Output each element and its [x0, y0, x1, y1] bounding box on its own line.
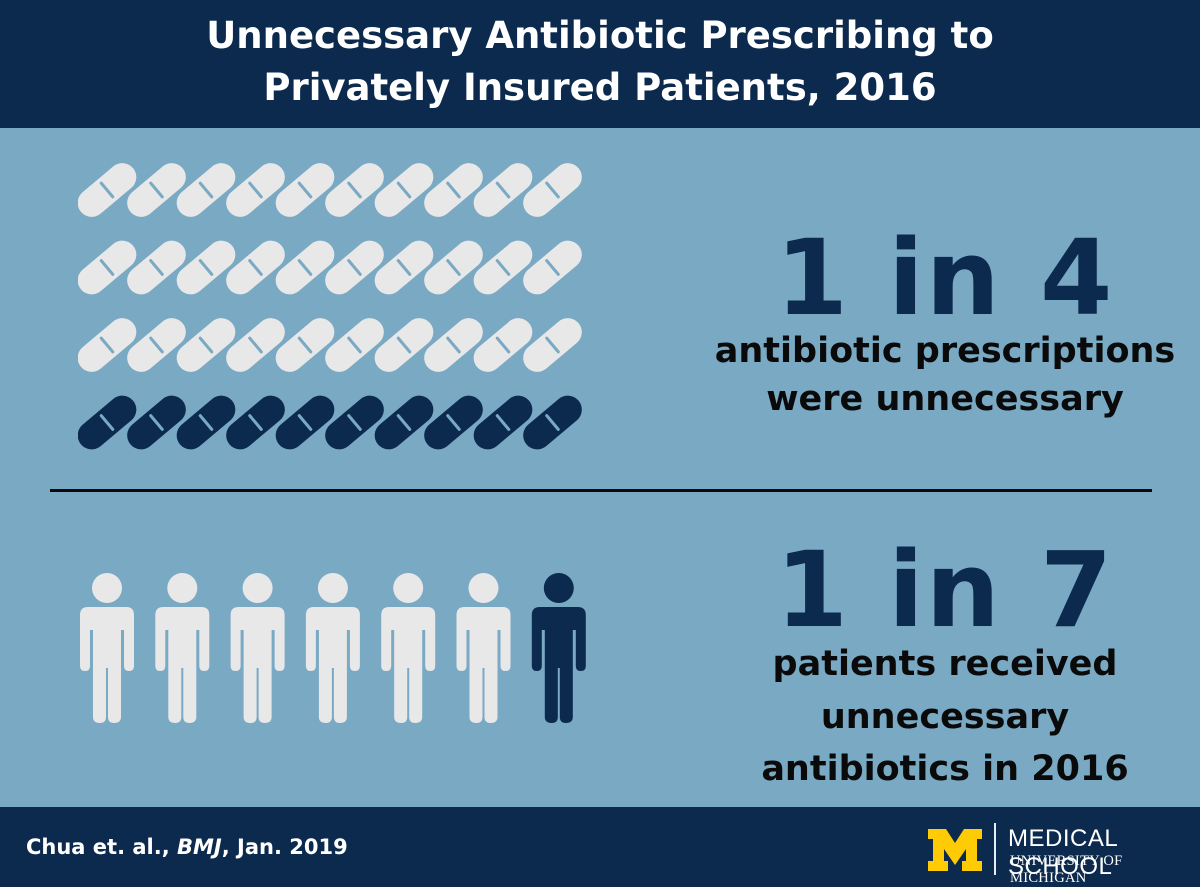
pill-icon [127, 395, 186, 450]
pill-icon [473, 318, 533, 372]
citation-date: , Jan. 2019 [221, 835, 348, 859]
section-divider [50, 489, 1152, 492]
pill-icon [226, 163, 285, 217]
medical-school-logo: M MEDICAL SCHOOL UNIVERSITY OF MICHIGAN [926, 821, 1186, 886]
pill-icon [473, 163, 533, 217]
pill-icon [226, 240, 285, 295]
person-icon [80, 573, 134, 723]
pill-icon [374, 240, 434, 295]
pill-icon [325, 240, 384, 295]
person-icon [456, 573, 511, 723]
pill-icon [78, 395, 137, 450]
pill-icon [325, 163, 384, 217]
stat-2-line-1: patients received [772, 644, 1118, 684]
pill-icon [127, 240, 186, 295]
pill-icon [374, 395, 434, 450]
pill-icon [275, 240, 335, 295]
pill-icon [473, 395, 533, 450]
footer-banner: Chua et. al., BMJ, Jan. 2019 M MEDICAL S… [0, 807, 1200, 887]
pill-icon [325, 395, 384, 450]
pill-icon [275, 395, 335, 450]
pill-icon [78, 318, 137, 372]
pill-icon [523, 240, 582, 295]
citation-authors: Chua et. al., [26, 835, 177, 859]
pill-icon [523, 395, 582, 450]
pill-icon [226, 395, 285, 450]
citation-journal: BMJ [177, 835, 222, 859]
person-icon [155, 573, 210, 723]
title-line-1: Unnecessary Antibiotic Prescribing to [206, 14, 994, 57]
pill-icon [424, 395, 483, 450]
people-row [80, 573, 586, 723]
pill-icon [325, 318, 384, 372]
person-icon [305, 573, 360, 723]
pill-icon [424, 318, 483, 372]
pill-icon [424, 163, 483, 217]
pill-icon [127, 163, 186, 217]
stat-2-line-2: unnecessary [820, 697, 1070, 737]
pill-icon [374, 163, 434, 217]
logo-text-university: UNIVERSITY OF MICHIGAN [1010, 853, 1123, 886]
pill-icon [176, 163, 236, 217]
pill-icon [176, 240, 236, 295]
stat-1-in-4: 1 in 4 [775, 217, 1115, 339]
pill-icon [275, 163, 335, 217]
person-icon [531, 573, 586, 723]
stat-2-line-3: antibiotics in 2016 [761, 749, 1129, 789]
pill-icon [424, 240, 483, 295]
pill-icon [176, 318, 236, 372]
pill-icon [473, 240, 533, 295]
pill-icon [374, 318, 434, 372]
pill-icon [275, 318, 335, 372]
pill-icon [176, 395, 236, 450]
citation: Chua et. al., BMJ, Jan. 2019 [26, 835, 348, 859]
header-banner: Unnecessary Antibiotic Prescribing to Pr… [0, 0, 1200, 128]
stat-1-line-1: antibiotic prescriptions [714, 331, 1176, 371]
pill-icon [78, 163, 137, 217]
person-icon [381, 573, 436, 723]
block-m-logo-icon: M [928, 829, 982, 871]
title-line-2: Privately Insured Patients, 2016 [263, 66, 937, 109]
pill-icon [127, 318, 186, 372]
person-icon [230, 573, 285, 723]
pill-grid [78, 163, 582, 450]
pill-icon [226, 318, 285, 372]
stat-1-in-7: 1 in 7 [775, 529, 1115, 651]
logo-separator [994, 823, 996, 875]
pill-icon [78, 240, 137, 295]
logo-text-medical-school: MEDICAL SCHOOL [1008, 825, 1118, 880]
stat-1-line-2: were unnecessary [766, 379, 1124, 419]
pill-icon [523, 163, 582, 217]
pill-icon [523, 318, 582, 372]
